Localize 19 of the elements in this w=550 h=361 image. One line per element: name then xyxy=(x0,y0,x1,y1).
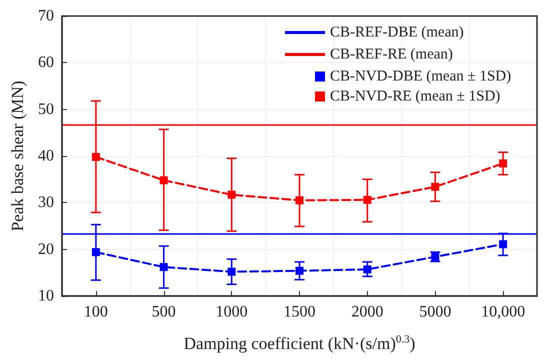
legend-label: CB-REF-DBE (mean) xyxy=(330,24,464,40)
x-tick-label: 100 xyxy=(84,304,108,320)
x-tick-label: 10,000 xyxy=(481,304,526,320)
y-tick-label: 60 xyxy=(38,54,54,72)
x-tick-label: 1500 xyxy=(284,304,316,320)
y-tick-label: 30 xyxy=(38,194,54,212)
y-tick-label: 10 xyxy=(38,288,54,304)
y-tick-label: 20 xyxy=(38,240,54,258)
legend-label: CB-REF-RE (mean) xyxy=(330,46,453,62)
x-tick-label: 500 xyxy=(152,304,176,320)
y-tick-label: 70 xyxy=(38,8,54,24)
y-tick-label: 40 xyxy=(38,148,54,164)
x-tick-label: 2000 xyxy=(351,304,384,320)
legend-label: CB-NVD-RE (mean ± 1SD) xyxy=(330,88,500,104)
x-tick-label: 5000 xyxy=(419,304,452,320)
y-axis-title: Peak base shear (MN) xyxy=(8,80,27,232)
y-tick-label: 50 xyxy=(38,100,54,118)
legend-label: CB-NVD-DBE (mean ± 1SD) xyxy=(330,68,512,84)
x-tick-label: 1000 xyxy=(216,304,248,320)
